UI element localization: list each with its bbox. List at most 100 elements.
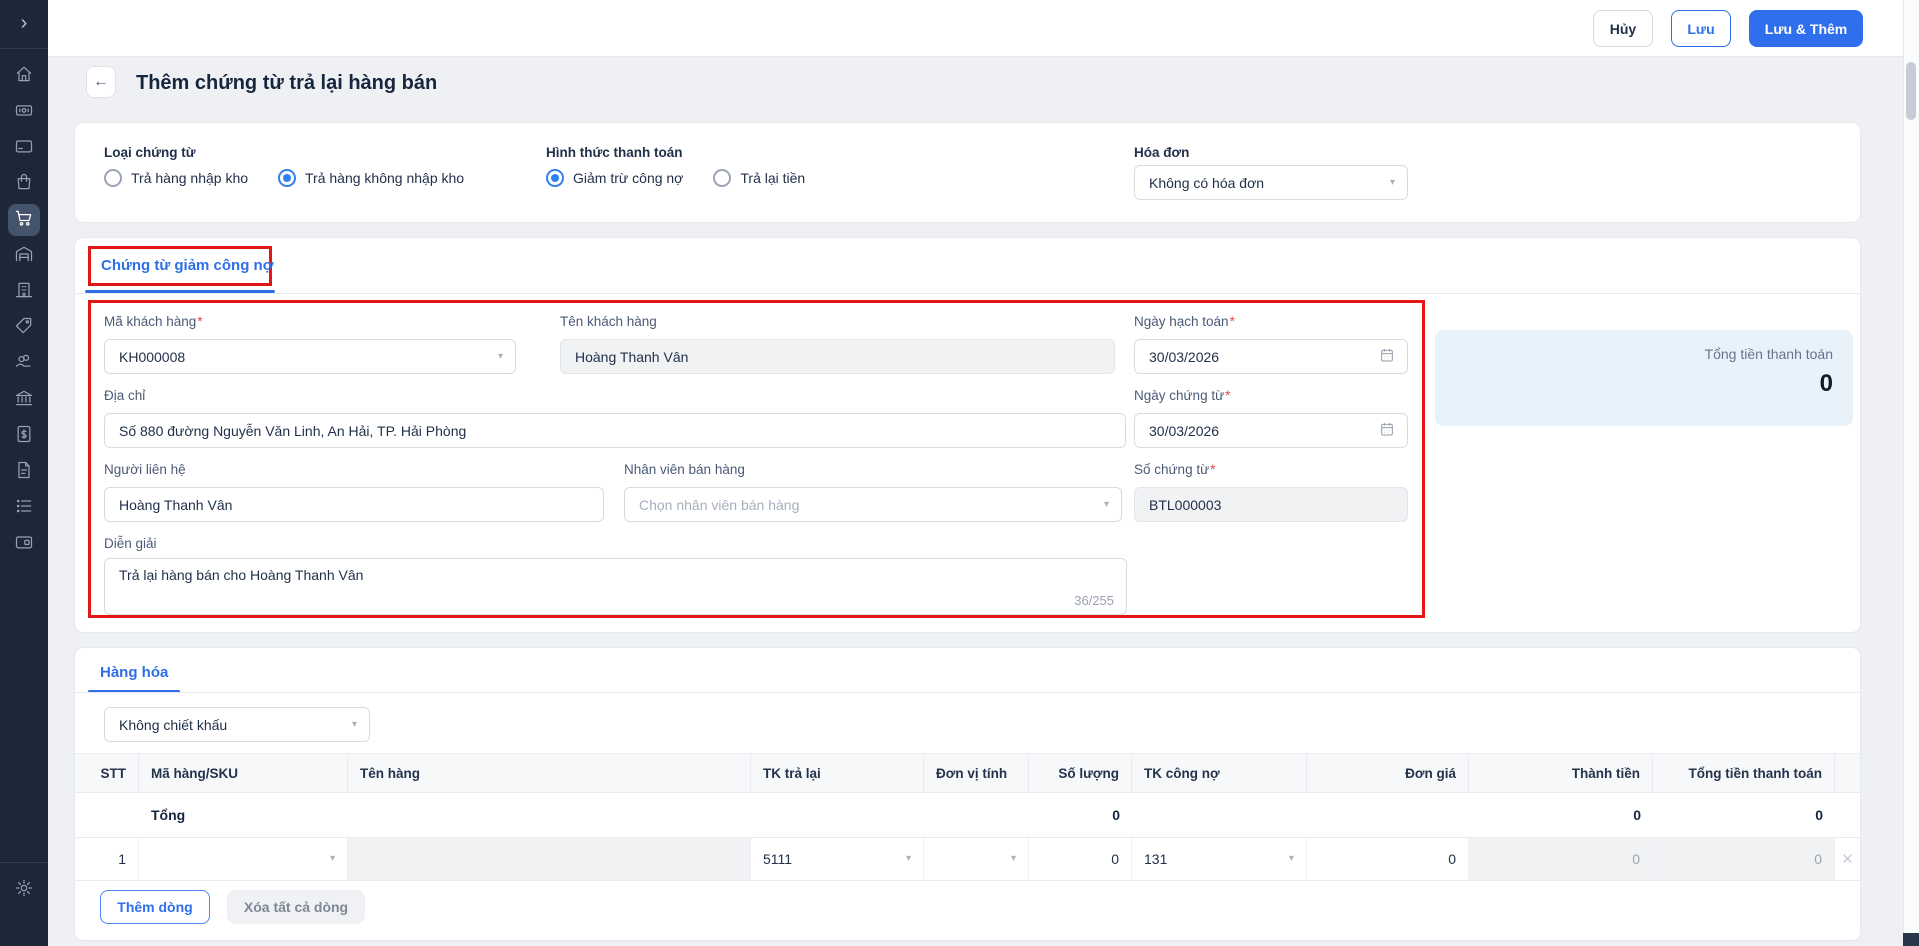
radio-label: Trả hàng không nhập kho bbox=[305, 170, 465, 186]
sidebar-item-debt[interactable] bbox=[8, 348, 40, 380]
col-price: Đơn giá bbox=[1307, 754, 1469, 792]
discount-select[interactable]: Không chiết khấu ▾ bbox=[104, 707, 370, 742]
sidebar: › bbox=[0, 0, 48, 946]
shopping-bag-icon bbox=[14, 172, 34, 197]
sidebar-item-payments[interactable] bbox=[8, 132, 40, 164]
table-row: 1 ▾ 5111 ▾ ▾ 0 131 ▾ 0 0 0 ✕ bbox=[75, 838, 1860, 881]
payment-method-label: Hình thức thanh toán bbox=[546, 145, 683, 160]
tab-active-underline bbox=[88, 690, 180, 693]
row-price-input[interactable]: 0 bbox=[1307, 838, 1469, 880]
back-arrow-icon: ← bbox=[93, 73, 109, 90]
customer-name-label: Tên khách hàng bbox=[560, 314, 657, 329]
scrollbar-track[interactable] bbox=[1903, 0, 1919, 946]
sidebar-item-wallet[interactable] bbox=[8, 528, 40, 560]
chevron-down-icon: ▾ bbox=[497, 350, 503, 362]
document-icon bbox=[14, 460, 34, 485]
bank-icon bbox=[14, 388, 34, 413]
chevron-right-icon: › bbox=[20, 11, 28, 34]
chevron-down-icon: ▾ bbox=[329, 853, 335, 864]
sidebar-item-home[interactable] bbox=[8, 60, 40, 92]
radio-off-icon bbox=[104, 169, 122, 187]
radio-debt-deduction[interactable]: Giảm trừ công nợ bbox=[546, 169, 683, 187]
col-actions bbox=[1835, 754, 1860, 792]
address-label: Địa chỉ bbox=[104, 388, 146, 403]
sidebar-item-warehouse[interactable] bbox=[8, 240, 40, 272]
row-unit-select[interactable]: ▾ bbox=[924, 838, 1029, 880]
radio-return-no-stock[interactable]: Trả hàng không nhập kho bbox=[278, 169, 464, 187]
row-return-account-select[interactable]: 5111 ▾ bbox=[751, 838, 924, 880]
home-icon bbox=[14, 64, 34, 89]
tab-debt-document[interactable]: Chứng từ giảm công nợ bbox=[101, 257, 274, 274]
table-actions: Thêm dòng Xóa tất cả dòng bbox=[100, 890, 365, 924]
row-debt-account-select[interactable]: 131 ▾ bbox=[1132, 838, 1307, 880]
address-input[interactable]: Số 880 đường Nguyễn Văn Linh, An Hải, TP… bbox=[104, 413, 1126, 448]
sidebar-item-documents[interactable] bbox=[8, 456, 40, 488]
chevron-down-icon: ▾ bbox=[1010, 853, 1016, 864]
sidebar-item-pricing[interactable] bbox=[8, 312, 40, 344]
annotation-tab-highlight bbox=[88, 246, 272, 286]
chevron-down-icon: ▾ bbox=[351, 718, 357, 730]
document-number-value: BTL000003 bbox=[1149, 496, 1222, 513]
building-icon bbox=[14, 280, 34, 305]
delete-all-rows-button[interactable]: Xóa tất cả dòng bbox=[227, 890, 365, 924]
invoice-select[interactable]: Không có hóa đơn ▾ bbox=[1134, 165, 1408, 200]
radio-return-to-stock[interactable]: Trả hàng nhập kho bbox=[104, 169, 248, 187]
sidebar-item-pos[interactable] bbox=[8, 96, 40, 128]
radio-label: Giảm trừ công nợ bbox=[573, 170, 684, 186]
tab-row-divider bbox=[75, 293, 1860, 294]
customer-code-label: Mã khách hàng* bbox=[104, 314, 203, 329]
document-date-label: Ngày chứng từ* bbox=[1134, 388, 1231, 403]
scrollbar-thumb[interactable] bbox=[1906, 62, 1916, 120]
required-asterisk: * bbox=[1210, 462, 1216, 477]
cash-register-icon bbox=[14, 100, 34, 125]
customer-code-value: KH000008 bbox=[119, 348, 186, 365]
doc-type-radio-group: Trả hàng nhập kho Trả hàng không nhập kh… bbox=[104, 169, 464, 187]
total-payment-panel: Tổng tiền thanh toán 0 bbox=[1435, 330, 1853, 426]
wallet-icon bbox=[14, 532, 34, 557]
document-date-input[interactable]: 30/03/2026 bbox=[1134, 413, 1408, 448]
document-options-card: Loại chứng từ Trả hàng nhập kho Trả hàng… bbox=[75, 123, 1860, 222]
sidebar-item-lists[interactable] bbox=[8, 492, 40, 524]
description-textarea[interactable]: Trả lại hàng bán cho Hoàng Thanh Vân 36/… bbox=[104, 558, 1127, 615]
sidebar-item-settings[interactable] bbox=[8, 874, 40, 906]
gear-icon bbox=[14, 878, 34, 903]
add-row-button[interactable]: Thêm dòng bbox=[100, 890, 210, 924]
description-value: Trả lại hàng bán cho Hoàng Thanh Vân bbox=[119, 567, 364, 583]
tab-goods[interactable]: Hàng hóa bbox=[100, 664, 169, 681]
contact-input[interactable]: Hoàng Thanh Vân bbox=[104, 487, 604, 522]
sales-employee-select[interactable]: Chọn nhân viên bán hàng ▾ bbox=[624, 487, 1122, 522]
row-quantity-input[interactable]: 0 bbox=[1029, 838, 1132, 880]
table-total-row: Tổng 0 0 0 bbox=[75, 793, 1860, 838]
warehouse-icon bbox=[14, 244, 34, 269]
radio-refund-money[interactable]: Trả lại tiền bbox=[713, 169, 805, 187]
contact-value: Hoàng Thanh Vân bbox=[119, 496, 233, 513]
col-amount: Thành tiền bbox=[1469, 754, 1653, 792]
back-button[interactable]: ← bbox=[86, 66, 116, 98]
customer-code-select[interactable]: KH000008 ▾ bbox=[104, 339, 516, 374]
sidebar-item-bank[interactable] bbox=[8, 384, 40, 416]
price-tag-icon bbox=[14, 316, 34, 341]
document-number-label: Số chứng từ* bbox=[1134, 462, 1216, 477]
calendar-icon[interactable] bbox=[1379, 421, 1395, 440]
row-delete-button[interactable]: ✕ bbox=[1835, 838, 1860, 880]
save-and-add-button[interactable]: Lưu & Thêm bbox=[1749, 10, 1863, 47]
sidebar-expand-button[interactable]: › bbox=[10, 8, 38, 38]
sidebar-item-purchases[interactable] bbox=[8, 168, 40, 200]
cancel-button[interactable]: Hủy bbox=[1593, 10, 1653, 47]
invoice-label: Hóa đơn bbox=[1134, 145, 1190, 160]
chevron-down-icon: ▾ bbox=[1103, 498, 1109, 510]
row-total-payment-field: 0 bbox=[1653, 838, 1835, 880]
row-sku-select[interactable]: ▾ bbox=[139, 838, 348, 880]
sidebar-divider bbox=[0, 48, 48, 49]
radio-off-icon bbox=[713, 169, 732, 187]
sidebar-item-invoices[interactable] bbox=[8, 420, 40, 452]
calendar-icon[interactable] bbox=[1379, 347, 1395, 366]
posting-date-input[interactable]: 30/03/2026 bbox=[1134, 339, 1408, 374]
save-button[interactable]: Lưu bbox=[1671, 10, 1731, 47]
sidebar-item-company[interactable] bbox=[8, 276, 40, 308]
sidebar-item-sales[interactable] bbox=[8, 204, 40, 236]
doc-type-label: Loại chứng từ bbox=[104, 145, 196, 160]
total-payment: 0 bbox=[1815, 807, 1823, 823]
tab-active-underline bbox=[85, 290, 275, 293]
hand-coins-icon bbox=[14, 352, 34, 377]
